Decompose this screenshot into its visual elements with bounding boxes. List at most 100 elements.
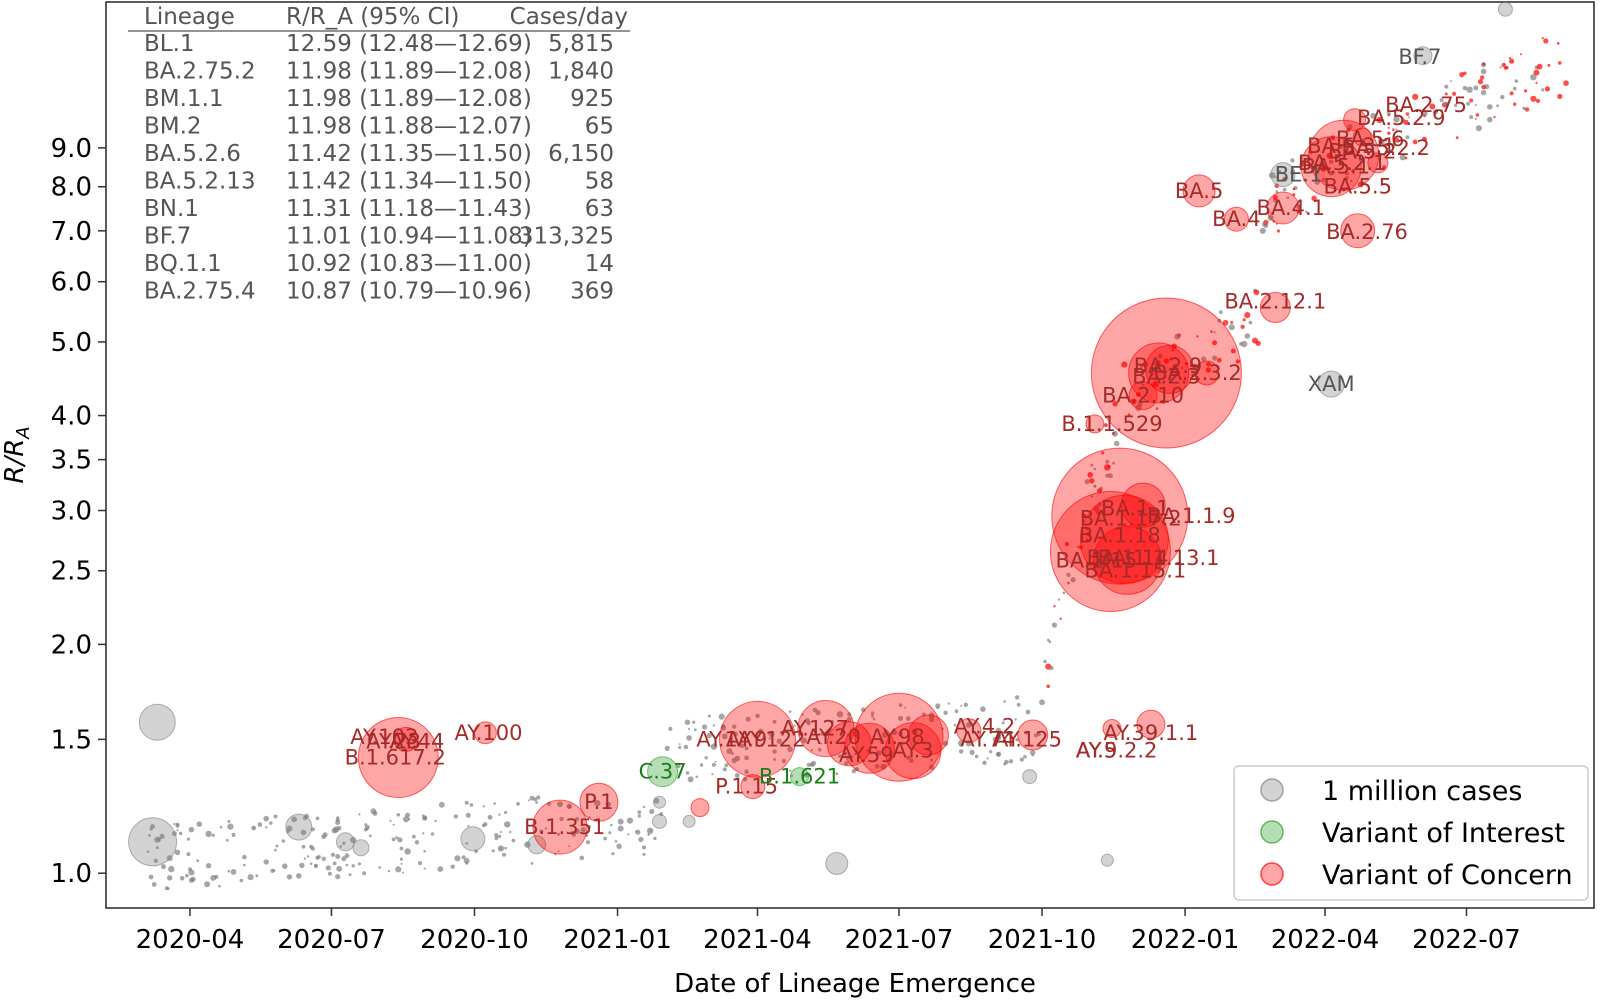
annotation-label: BE.1 — [1275, 163, 1323, 187]
bg-point — [781, 758, 787, 764]
bg-point — [851, 768, 857, 774]
bg-point — [1392, 128, 1395, 131]
annotation-label: C.37 — [639, 760, 687, 784]
bg-point — [504, 810, 508, 815]
bg-point — [497, 834, 502, 839]
x-tick-label: 2021-10 — [988, 925, 1097, 955]
bg-point — [810, 749, 814, 752]
bg-point — [678, 745, 682, 750]
bg-point — [905, 716, 911, 721]
annotation-label: AY.5 — [1076, 739, 1117, 763]
table-cell-lineage: BL.1 — [144, 31, 195, 57]
table-cell-ratio: 11.42 (11.34—11.50) — [286, 169, 532, 195]
bg-point — [1096, 511, 1100, 515]
bg-point — [1309, 170, 1313, 173]
bg-point — [422, 832, 425, 835]
bg-point — [1001, 721, 1005, 725]
annotation-label: B.1.621 — [759, 765, 840, 789]
bg-point — [335, 817, 340, 823]
bg-point — [423, 850, 427, 853]
annotation-label: BA.5.3.1 — [1307, 134, 1396, 158]
bg-point — [434, 819, 437, 823]
annotation-label: BA.5.2.9 — [1357, 106, 1446, 130]
bg-point — [1023, 754, 1027, 759]
bg-point — [1003, 700, 1006, 703]
bg-point — [608, 831, 612, 835]
bg-point — [1274, 176, 1277, 179]
bg-point — [953, 723, 957, 727]
bg-point — [461, 855, 466, 860]
bg-point — [664, 745, 670, 752]
bubble-voc — [1194, 360, 1220, 386]
bg-point — [1081, 513, 1087, 519]
annotation-label: BA.1.14 — [1087, 546, 1169, 570]
bubble-voc — [532, 799, 588, 855]
bg-point — [1382, 165, 1386, 170]
bg-point — [688, 727, 691, 731]
bg-point — [854, 752, 857, 756]
bg-point — [1242, 318, 1246, 322]
bg-point — [1051, 622, 1058, 628]
table-header-ratio: R/R_A (95% CI) — [286, 4, 459, 30]
bubble-other — [653, 795, 666, 809]
bg-point — [1519, 53, 1522, 56]
bg-point — [974, 754, 979, 759]
bg-point — [210, 874, 217, 881]
bg-point — [1057, 598, 1061, 601]
bg-point — [954, 709, 959, 714]
bg-point — [301, 844, 306, 849]
bg-point — [300, 829, 307, 836]
bg-point — [467, 824, 470, 828]
bubble-voc — [393, 726, 419, 752]
bg-point — [982, 760, 987, 765]
bg-point — [579, 855, 585, 861]
bg-point — [1046, 638, 1050, 642]
bg-point — [1344, 171, 1350, 176]
table-cell-lineage: BF.7 — [144, 224, 191, 250]
annotation-label: B.1.351 — [524, 815, 605, 839]
bg-point — [1466, 101, 1471, 106]
bg-point — [186, 852, 191, 857]
bg-point — [653, 797, 660, 804]
bg-point — [1278, 170, 1281, 173]
bg-point — [1175, 367, 1179, 371]
bg-point — [339, 845, 343, 848]
bg-point — [465, 812, 471, 818]
bg-point — [1066, 572, 1071, 578]
legend-label: Variant of Concern — [1322, 860, 1573, 891]
bg-point — [1462, 85, 1468, 91]
bg-point — [1557, 93, 1563, 99]
bg-point — [539, 829, 544, 834]
bg-point — [423, 867, 426, 870]
bg-point — [422, 816, 427, 821]
bg-point — [870, 711, 875, 715]
bg-point — [1344, 176, 1349, 181]
bg-point — [1383, 143, 1386, 146]
bg-point — [176, 829, 179, 832]
bubble-voc — [1352, 127, 1372, 147]
bubble-voc — [1049, 491, 1171, 612]
bg-point — [487, 814, 493, 820]
bg-point — [580, 827, 586, 833]
bg-point — [830, 720, 834, 724]
bg-point — [1019, 757, 1024, 762]
bg-point — [204, 881, 211, 888]
y-tick-label: 7.0 — [51, 217, 92, 247]
bg-point — [1479, 75, 1485, 80]
bg-point — [1039, 699, 1045, 706]
bg-point — [1101, 451, 1105, 455]
bg-point — [395, 836, 399, 840]
bg-point — [1395, 128, 1398, 131]
bg-point — [1062, 591, 1066, 595]
annotation-label: BA.2.12.1 — [1224, 290, 1326, 314]
bg-point — [257, 822, 263, 827]
bg-point — [188, 877, 195, 883]
annotation-label: BA.5.2.2 — [1341, 136, 1430, 160]
bg-point — [544, 827, 548, 830]
y-tick-label: 5.0 — [51, 328, 92, 358]
bg-point — [1469, 115, 1474, 120]
bg-point — [1067, 581, 1070, 585]
bg-point — [1206, 361, 1211, 367]
bg-point — [530, 862, 534, 865]
bg-point — [588, 825, 592, 829]
